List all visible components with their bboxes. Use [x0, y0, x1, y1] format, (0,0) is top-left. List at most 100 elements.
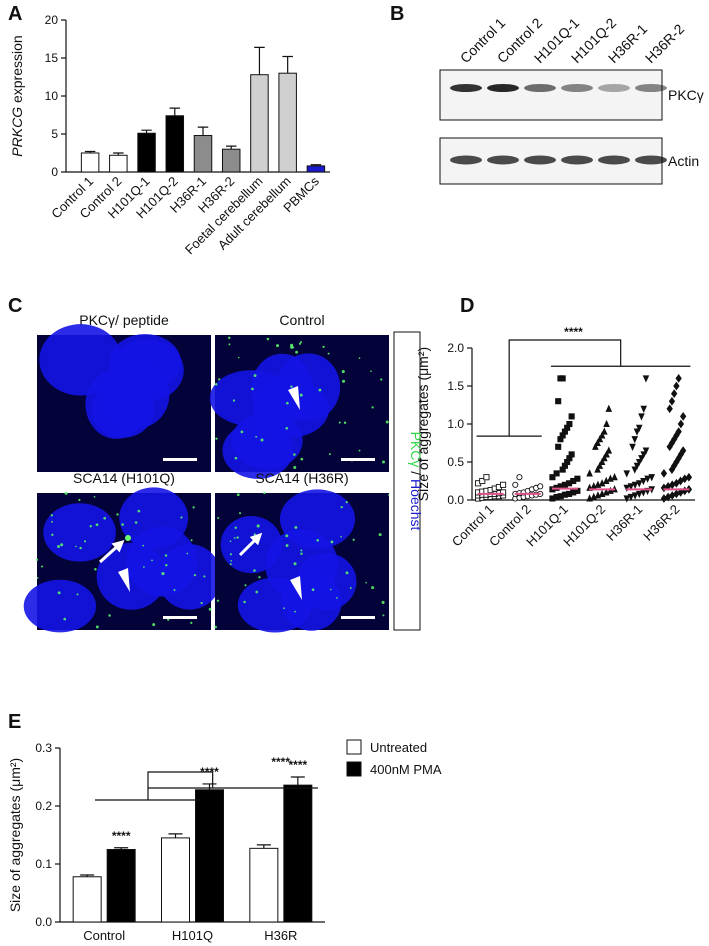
arrow: [98, 539, 125, 564]
puncta: [35, 558, 39, 561]
puncta: [232, 399, 236, 402]
y-axis-label: PRKCG expression: [9, 35, 25, 156]
puncta: [300, 549, 303, 552]
blot-band: [598, 155, 630, 165]
puncta: [295, 350, 299, 354]
puncta: [143, 566, 145, 568]
point: [666, 404, 673, 414]
puncta: [134, 521, 138, 524]
nucleus: [231, 412, 303, 470]
puncta: [311, 588, 315, 592]
point: [640, 451, 648, 459]
puncta: [293, 453, 296, 456]
x-tick-label: Control: [83, 928, 125, 943]
point: [601, 427, 608, 435]
puncta: [95, 625, 99, 629]
puncta: [203, 575, 206, 578]
puncta: [285, 544, 289, 547]
puncta: [371, 406, 374, 409]
puncta: [290, 385, 293, 388]
puncta: [300, 552, 303, 555]
point: [500, 489, 507, 496]
puncta: [214, 625, 217, 629]
point: [586, 469, 593, 477]
arrow: [238, 532, 263, 557]
puncta: [243, 600, 246, 604]
blot-band: [598, 84, 630, 92]
bar: [137, 132, 156, 173]
point: [638, 413, 645, 421]
point: [631, 436, 639, 444]
puncta: [229, 540, 232, 543]
puncta: [108, 614, 111, 617]
arrowhead-tri: [118, 568, 130, 592]
point: [671, 389, 678, 398]
puncta: [173, 588, 176, 591]
puncta: [167, 618, 170, 621]
puncta: [193, 573, 197, 577]
significance-label: ****: [564, 325, 583, 339]
puncta: [79, 546, 82, 550]
puncta: [358, 357, 361, 359]
y-tick-label: 0.0: [35, 915, 52, 929]
point: [516, 474, 523, 481]
puncta: [330, 540, 334, 544]
puncta: [152, 623, 156, 627]
y-tick-label: 1.5: [447, 379, 464, 393]
puncta: [236, 536, 239, 539]
puncta: [328, 453, 331, 456]
legend-label: Untreated: [370, 740, 427, 755]
point: [605, 446, 613, 454]
point: [555, 398, 562, 405]
puncta: [283, 607, 285, 610]
puncta: [338, 421, 341, 424]
point: [668, 396, 676, 406]
point: [574, 475, 581, 482]
point: [559, 375, 566, 382]
puncta: [165, 564, 168, 567]
puncta: [370, 370, 372, 373]
error-bar: [225, 145, 237, 150]
point: [627, 483, 635, 491]
point: [629, 443, 636, 451]
arrowhead-tri: [290, 576, 302, 600]
puncta: [234, 456, 238, 460]
error-bar: [169, 107, 181, 116]
y-tick-label: 20: [45, 13, 59, 27]
nucleus: [157, 544, 222, 610]
point: [549, 474, 556, 481]
y-tick-label: 2.0: [447, 341, 464, 355]
puncta: [234, 526, 237, 529]
point: [605, 404, 613, 412]
puncta: [341, 369, 345, 374]
puncta: [36, 577, 39, 579]
puncta: [263, 491, 266, 495]
bar: [249, 847, 279, 923]
puncta: [78, 498, 81, 502]
puncta: [142, 544, 145, 547]
bar: [72, 876, 102, 923]
puncta: [285, 534, 289, 538]
point: [603, 450, 610, 458]
puncta: [385, 420, 389, 424]
panel-letter: C: [8, 295, 22, 317]
point: [675, 374, 682, 383]
puncta: [238, 512, 242, 515]
y-tick-label: 0.1: [35, 857, 52, 871]
puncta: [64, 491, 68, 495]
puncta: [121, 523, 124, 526]
point: [479, 477, 486, 485]
puncta: [381, 600, 385, 604]
puncta: [285, 401, 289, 405]
puncta: [57, 591, 61, 595]
puncta: [164, 554, 168, 557]
puncta: [343, 421, 347, 424]
puncta: [216, 599, 220, 602]
bar: [109, 154, 128, 173]
puncta: [217, 516, 220, 520]
puncta: [229, 563, 232, 566]
puncta: [293, 465, 297, 469]
puncta: [294, 526, 298, 529]
point: [638, 455, 645, 463]
nucleus: [110, 339, 184, 402]
